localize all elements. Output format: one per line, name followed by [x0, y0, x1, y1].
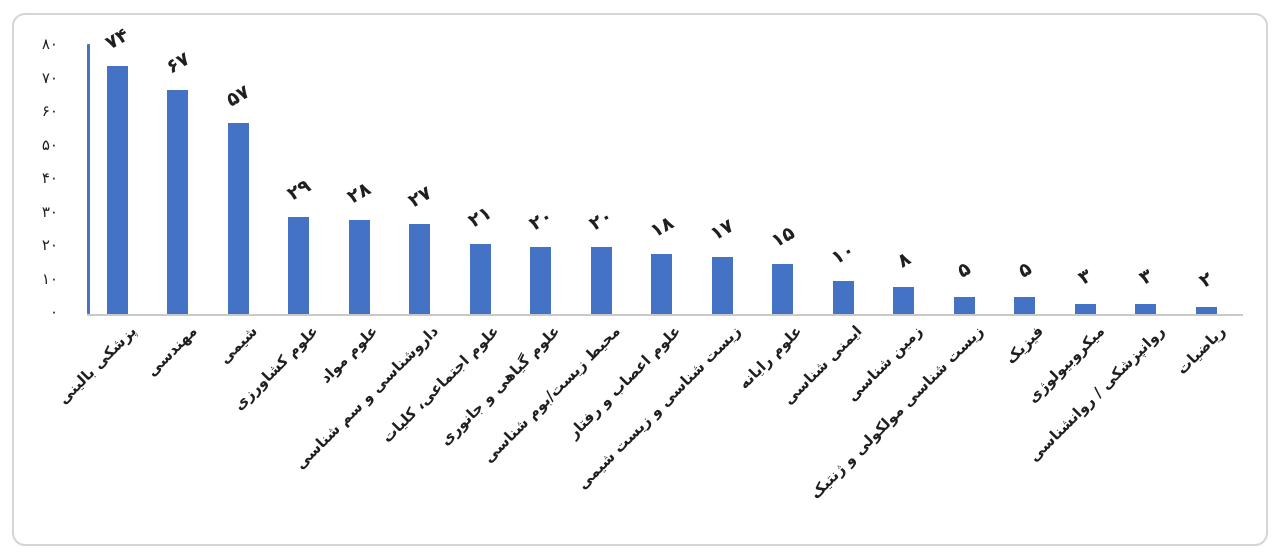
bar	[530, 247, 551, 314]
category-label: شیمی	[215, 322, 261, 368]
chart-frame	[12, 13, 1268, 546]
bar	[348, 220, 370, 314]
bar	[227, 123, 249, 314]
x-axis-line	[87, 314, 1243, 316]
bar-value-label: ۲۰	[524, 204, 557, 236]
bar	[288, 216, 309, 314]
category-label: علوم گیاهی و جانوری	[436, 322, 564, 450]
bar	[651, 253, 672, 314]
category-label: مهندسی	[142, 322, 201, 380]
bar-value-label: ۲۰	[585, 204, 617, 236]
bar	[590, 247, 612, 314]
bar-value-label: ۲۹	[282, 174, 315, 206]
y-axis-tick-label: ۸۰	[41, 35, 58, 53]
bar	[1195, 307, 1217, 314]
bar	[409, 223, 430, 314]
bar	[469, 243, 491, 314]
bar-value-label: ۲	[1195, 267, 1217, 293]
bar	[1014, 297, 1035, 314]
bar-value-label: ۲۷	[403, 181, 436, 212]
bar	[953, 297, 975, 314]
y-axis-tick-label: ۶۰	[41, 102, 58, 120]
bar-value-label: ۲۸	[343, 177, 375, 209]
category-label: علوم اجتماعی، کلیات	[378, 322, 503, 447]
y-axis-tick-label: ۳۰	[41, 202, 58, 221]
bar	[893, 287, 914, 314]
bar-value-label: ۵	[1013, 257, 1036, 283]
y-axis-tick-label: ۲۰	[41, 236, 58, 254]
bar-value-label: ۱۵	[766, 221, 799, 253]
bar-value-label: ۶۷	[161, 47, 194, 78]
bar-value-label: ۵۷	[222, 80, 254, 112]
bar	[1074, 303, 1096, 314]
y-axis-tick-label: ۱۰	[41, 269, 58, 288]
bar	[1135, 303, 1156, 314]
bar	[711, 257, 733, 314]
category-label: علوم اعصاب و رفتار	[564, 322, 685, 442]
bar	[832, 280, 854, 314]
y-axis-tick-label: ۷۰	[41, 68, 58, 87]
bar-value-label: ۲۱	[464, 201, 496, 232]
bar-value-label: ۱۸	[645, 211, 678, 243]
category-label: ریاضیات	[1172, 322, 1229, 379]
bar-value-label: ۱۷	[706, 214, 738, 246]
bar-value-label: ۳	[1134, 264, 1157, 290]
category-label: فیزیک	[1001, 322, 1048, 368]
category-label: علوم مواد	[317, 322, 382, 387]
y-axis-line	[87, 44, 90, 314]
bar-value-label: ۷۴	[101, 23, 133, 55]
bar-value-label: ۸	[892, 247, 915, 273]
bar-value-label: ۳	[1074, 264, 1096, 290]
y-axis-tick-label: ۰	[49, 303, 58, 321]
category-label: پزشکی بالینی	[54, 322, 140, 408]
y-axis-tick-label: ۵۰	[41, 135, 58, 154]
bar-value-label: ۱۰	[827, 238, 859, 269]
bar	[772, 263, 793, 314]
bar-value-label: ۵	[953, 257, 975, 283]
bar	[106, 66, 128, 314]
y-axis-tick-label: ۴۰	[41, 169, 58, 187]
bar	[167, 89, 188, 314]
